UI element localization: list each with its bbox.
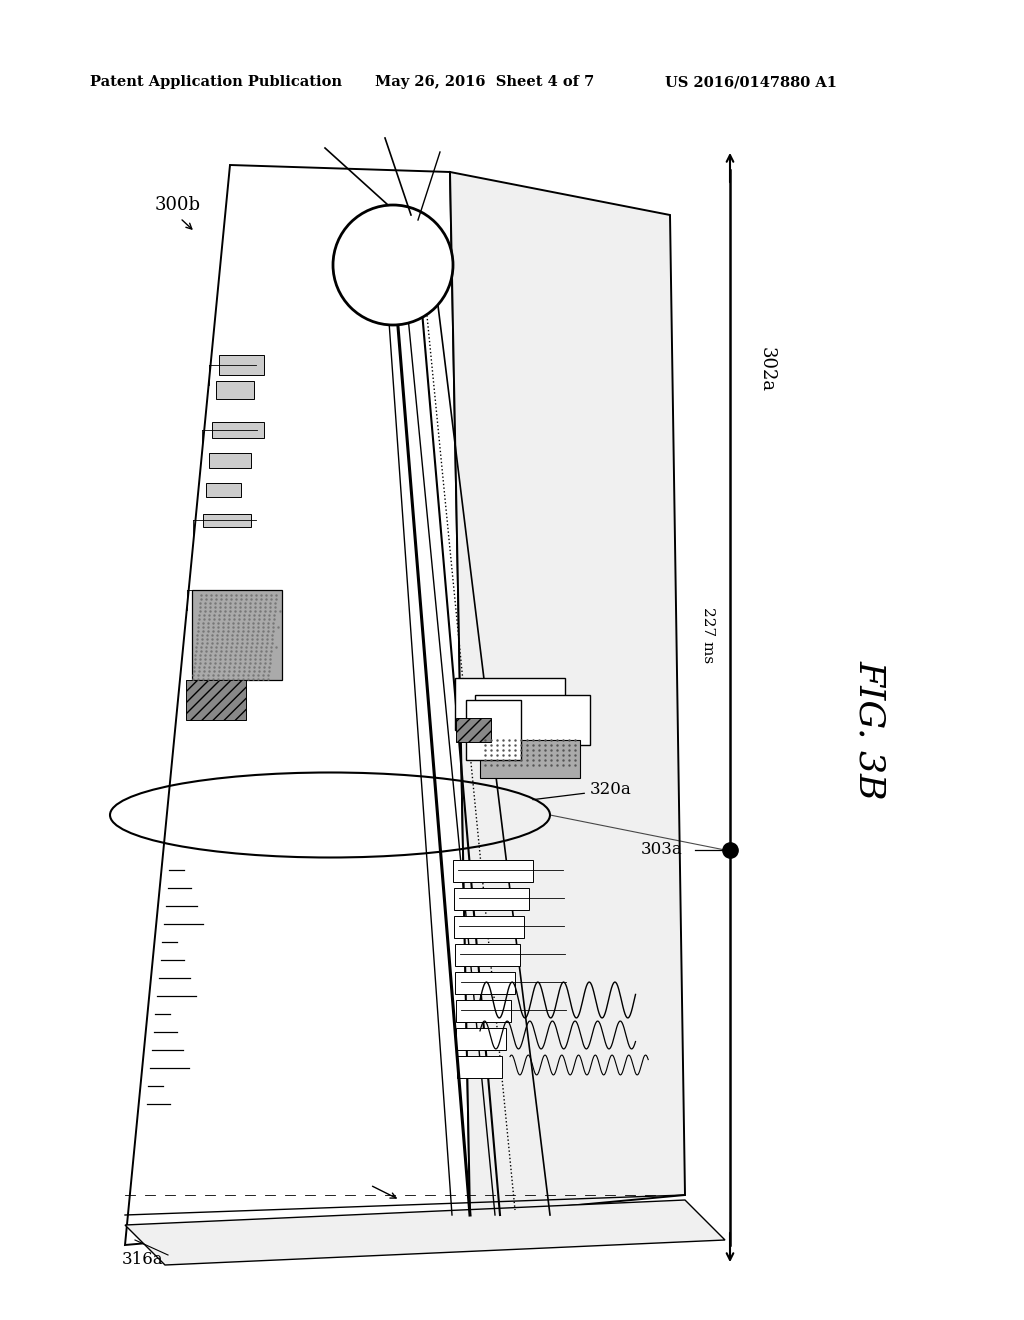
- Text: FIG. 3B: FIG. 3B: [853, 660, 887, 800]
- Polygon shape: [455, 944, 520, 966]
- Polygon shape: [456, 972, 515, 994]
- Text: May 26, 2016  Sheet 4 of 7: May 26, 2016 Sheet 4 of 7: [375, 75, 594, 88]
- Polygon shape: [216, 381, 254, 399]
- Polygon shape: [212, 422, 264, 438]
- Polygon shape: [455, 916, 524, 939]
- Polygon shape: [204, 513, 252, 527]
- Text: 320a: 320a: [532, 781, 632, 800]
- Text: Patent Application Publication: Patent Application Publication: [90, 75, 342, 88]
- Polygon shape: [454, 888, 528, 909]
- Polygon shape: [456, 1001, 511, 1022]
- Text: 302a: 302a: [758, 347, 776, 392]
- Polygon shape: [209, 453, 251, 467]
- Polygon shape: [125, 1200, 725, 1265]
- Polygon shape: [475, 696, 590, 744]
- Polygon shape: [193, 590, 283, 680]
- Text: 303a: 303a: [640, 842, 682, 858]
- Polygon shape: [456, 718, 490, 742]
- Text: 300b: 300b: [155, 195, 201, 214]
- Polygon shape: [454, 861, 534, 882]
- Polygon shape: [457, 1056, 502, 1078]
- Text: 227 ms: 227 ms: [701, 607, 715, 663]
- Polygon shape: [186, 680, 246, 719]
- Polygon shape: [456, 678, 565, 730]
- Polygon shape: [207, 483, 242, 498]
- Polygon shape: [125, 165, 470, 1245]
- Polygon shape: [480, 741, 581, 777]
- Text: 316a: 316a: [122, 1251, 164, 1269]
- Polygon shape: [218, 355, 263, 375]
- Text: US 2016/0147880 A1: US 2016/0147880 A1: [665, 75, 837, 88]
- Polygon shape: [457, 1028, 507, 1049]
- Ellipse shape: [333, 205, 453, 325]
- Polygon shape: [450, 172, 685, 1214]
- Polygon shape: [466, 700, 520, 760]
